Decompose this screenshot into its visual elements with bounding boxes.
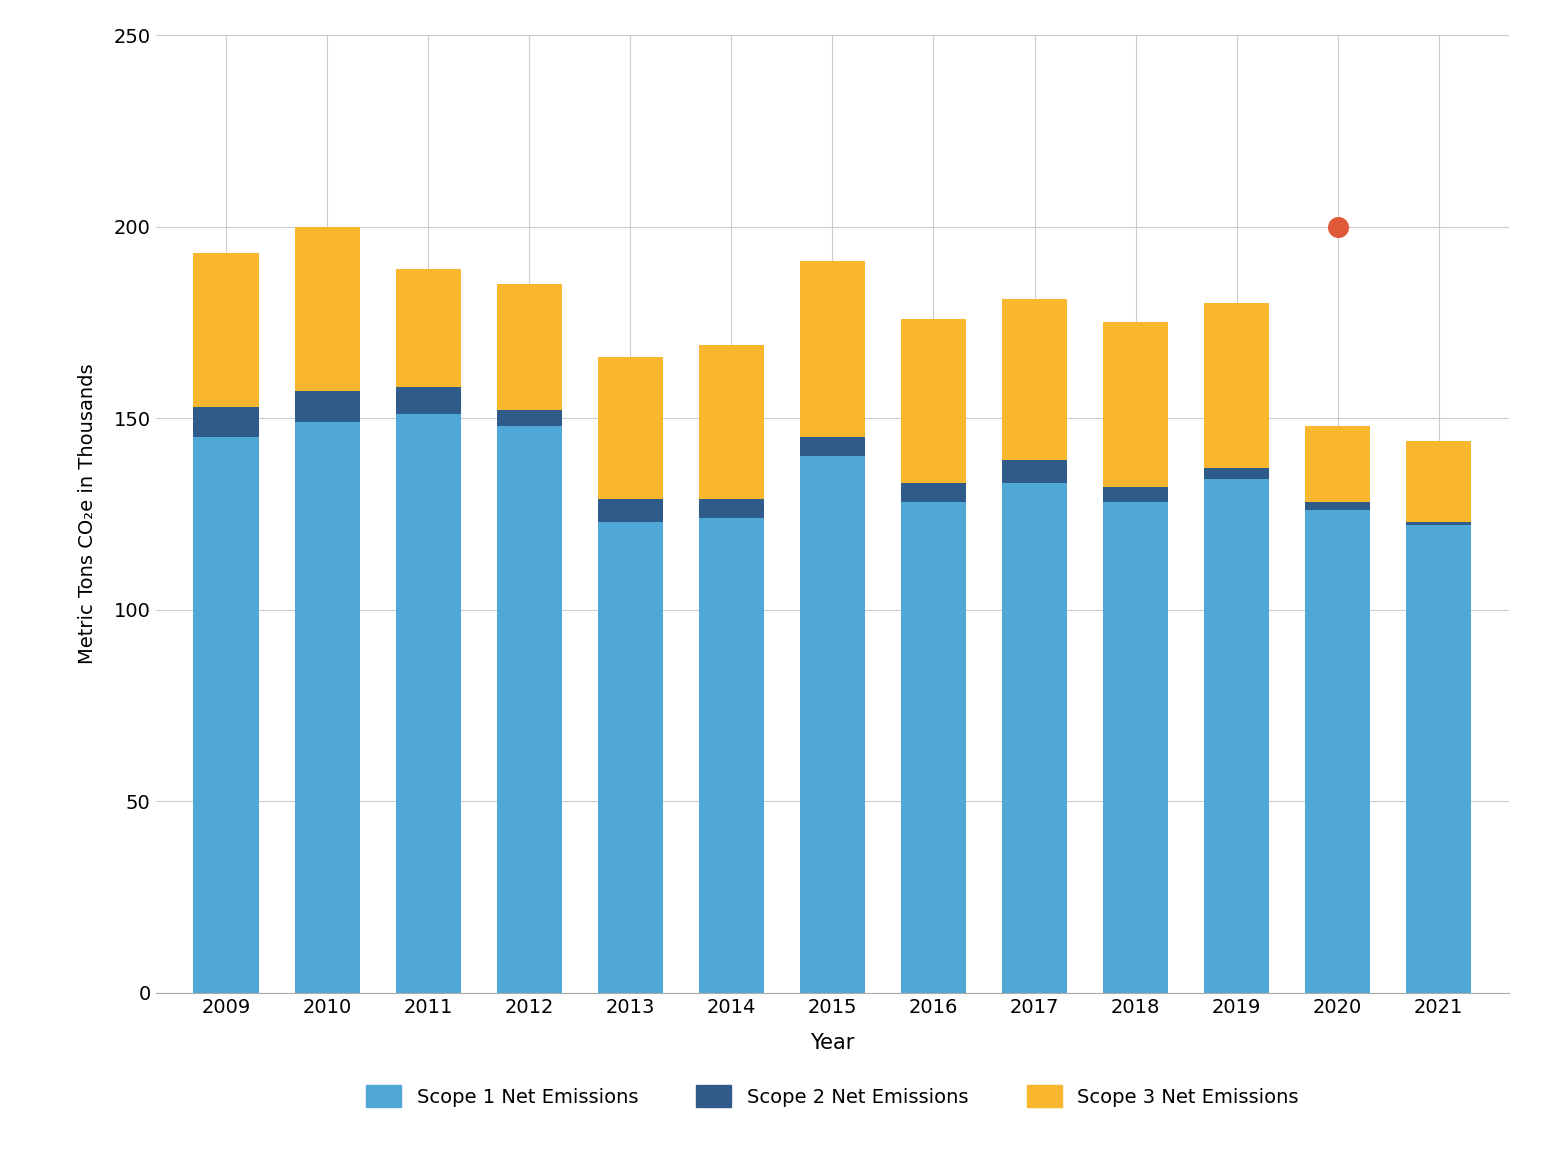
Bar xyxy=(395,388,461,415)
Bar xyxy=(699,346,764,499)
Bar xyxy=(1305,510,1371,993)
Bar xyxy=(1305,426,1371,502)
Bar xyxy=(800,457,865,993)
Bar xyxy=(1405,522,1472,526)
Bar xyxy=(1002,460,1067,484)
Bar xyxy=(800,437,865,457)
Bar xyxy=(395,269,461,388)
Bar xyxy=(800,262,865,437)
Bar xyxy=(193,437,260,993)
Bar xyxy=(901,502,966,993)
Bar xyxy=(1305,502,1371,510)
Bar xyxy=(395,415,461,993)
Bar xyxy=(1405,442,1472,522)
Bar xyxy=(1204,479,1270,993)
Bar xyxy=(1103,502,1169,993)
Bar xyxy=(496,284,562,410)
Bar xyxy=(193,406,260,437)
Y-axis label: Metric Tons CO₂e in Thousands: Metric Tons CO₂e in Thousands xyxy=(78,363,96,665)
Bar xyxy=(598,357,663,499)
Legend: Scope 1 Net Emissions, Scope 2 Net Emissions, Scope 3 Net Emissions: Scope 1 Net Emissions, Scope 2 Net Emiss… xyxy=(356,1076,1309,1117)
Bar xyxy=(1103,487,1169,502)
Bar xyxy=(1405,526,1472,993)
Bar xyxy=(901,484,966,502)
Bar xyxy=(598,522,663,993)
Bar xyxy=(294,422,359,993)
Bar xyxy=(1204,468,1270,479)
Bar xyxy=(699,499,764,517)
Bar xyxy=(1204,304,1270,468)
Bar xyxy=(699,517,764,993)
Bar xyxy=(294,391,359,422)
Bar xyxy=(294,227,359,391)
Bar xyxy=(496,426,562,993)
Point xyxy=(1326,217,1351,236)
Bar xyxy=(598,499,663,522)
X-axis label: Year: Year xyxy=(811,1034,854,1054)
Bar xyxy=(496,410,562,426)
Bar xyxy=(1002,484,1067,993)
Bar xyxy=(193,253,260,406)
Bar xyxy=(1002,299,1067,460)
Bar xyxy=(1103,322,1169,487)
Bar xyxy=(901,319,966,484)
